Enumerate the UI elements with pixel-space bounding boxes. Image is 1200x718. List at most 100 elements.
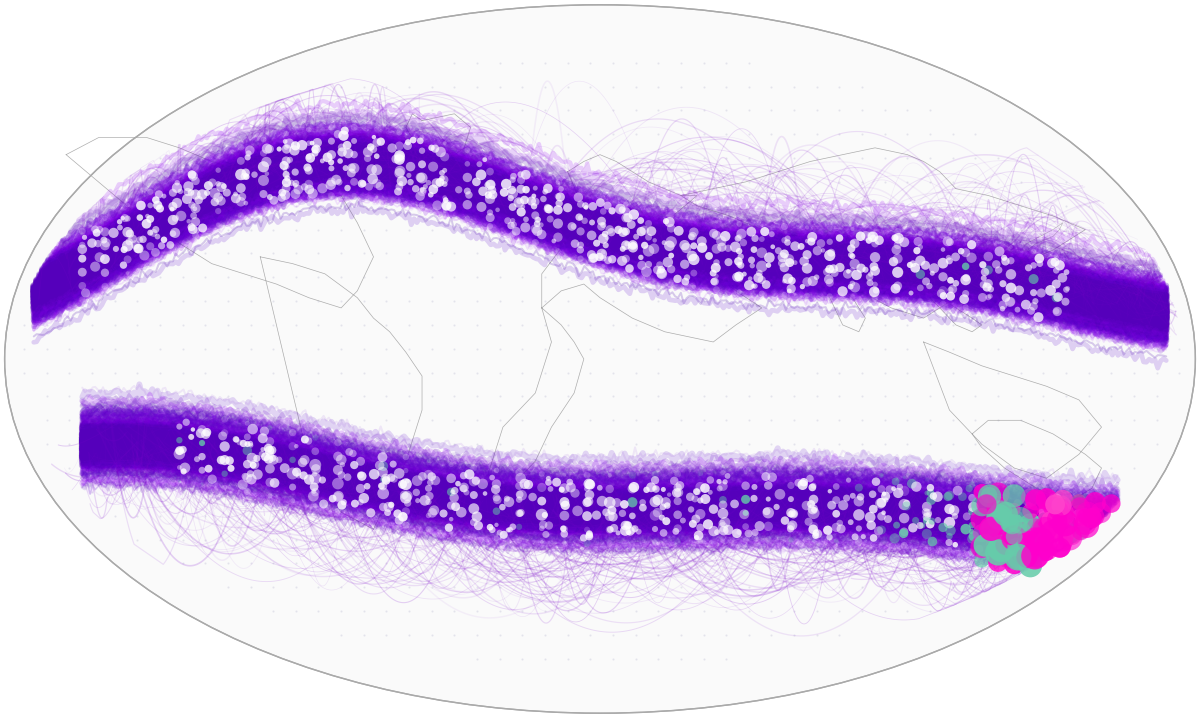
- Point: [863, 488, 882, 500]
- Point: [169, 434, 188, 446]
- Point: [427, 200, 446, 211]
- Point: [960, 482, 979, 494]
- Point: [940, 537, 959, 549]
- Point: [276, 128, 295, 139]
- Point: [775, 275, 794, 286]
- Point: [286, 167, 305, 178]
- Point: [230, 437, 250, 448]
- Point: [260, 477, 280, 488]
- Point: [931, 288, 950, 299]
- Point: [510, 508, 529, 519]
- Point: [838, 269, 857, 280]
- Point: [715, 517, 734, 528]
- Point: [784, 508, 803, 520]
- Point: [1031, 258, 1050, 269]
- Point: [820, 236, 839, 248]
- Point: [779, 273, 798, 284]
- Point: [179, 215, 198, 227]
- Point: [686, 486, 706, 498]
- Point: [668, 536, 688, 548]
- Point: [182, 169, 202, 180]
- Point: [583, 200, 602, 212]
- Point: [653, 512, 672, 523]
- Point: [238, 418, 257, 429]
- Point: [1046, 279, 1066, 290]
- Point: [1037, 534, 1056, 546]
- Point: [730, 232, 749, 243]
- Point: [798, 276, 817, 288]
- Point: [436, 205, 455, 217]
- Point: [350, 510, 370, 521]
- Point: [293, 457, 312, 468]
- Point: [715, 476, 734, 488]
- Point: [775, 221, 794, 233]
- Point: [392, 175, 412, 187]
- Point: [503, 185, 522, 196]
- Point: [889, 488, 908, 499]
- Point: [1008, 551, 1027, 563]
- Point: [580, 529, 599, 541]
- Point: [314, 498, 334, 510]
- Point: [638, 218, 658, 229]
- Point: [455, 482, 474, 493]
- Point: [1008, 524, 1027, 536]
- Point: [220, 455, 239, 467]
- Point: [944, 505, 964, 516]
- Point: [1028, 312, 1048, 323]
- Point: [692, 236, 712, 247]
- Point: [638, 258, 658, 270]
- Point: [306, 432, 325, 444]
- Point: [150, 202, 169, 214]
- Point: [1050, 260, 1069, 271]
- Point: [302, 137, 322, 149]
- Point: [260, 463, 280, 475]
- Point: [413, 186, 432, 197]
- Point: [934, 230, 953, 242]
- Point: [986, 517, 1006, 528]
- Point: [277, 177, 296, 188]
- Point: [634, 497, 653, 508]
- Point: [515, 478, 534, 490]
- Point: [862, 520, 881, 531]
- Point: [668, 523, 688, 534]
- Point: [646, 523, 665, 535]
- Point: [956, 272, 976, 284]
- Point: [577, 538, 596, 549]
- Point: [988, 538, 1007, 550]
- Point: [730, 526, 749, 538]
- Point: [192, 451, 211, 462]
- Point: [236, 197, 256, 209]
- Point: [888, 280, 907, 292]
- Point: [152, 240, 172, 251]
- Point: [299, 137, 318, 149]
- Point: [227, 434, 246, 445]
- Point: [592, 215, 611, 227]
- Point: [284, 144, 304, 156]
- Point: [872, 538, 892, 549]
- Point: [917, 542, 936, 554]
- Point: [407, 487, 426, 498]
- Point: [526, 237, 545, 248]
- Point: [362, 164, 382, 175]
- Point: [388, 508, 407, 519]
- Point: [373, 452, 392, 463]
- Point: [371, 136, 390, 147]
- Point: [253, 444, 272, 455]
- Point: [234, 438, 253, 449]
- Point: [367, 164, 386, 176]
- Point: [1031, 535, 1050, 546]
- Point: [652, 267, 671, 279]
- Point: [169, 421, 188, 432]
- Point: [344, 135, 364, 146]
- Point: [328, 129, 347, 140]
- Point: [865, 292, 884, 304]
- Point: [504, 170, 523, 182]
- Point: [541, 483, 560, 495]
- Point: [510, 535, 529, 546]
- Point: [822, 500, 841, 511]
- Point: [934, 271, 953, 283]
- Point: [900, 259, 919, 271]
- Point: [277, 143, 296, 154]
- Point: [617, 253, 636, 264]
- Point: [670, 225, 689, 236]
